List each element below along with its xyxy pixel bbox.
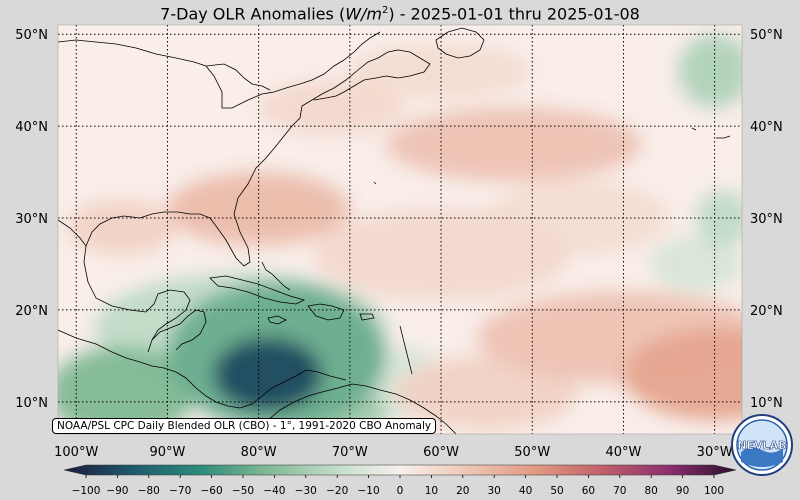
colorbar-tick-label: 80 — [645, 485, 658, 497]
bahamas — [261, 261, 291, 291]
latitude-labels-right: 50°N 40°N 30°N 20°N 10°N — [750, 28, 783, 411]
jamaica — [267, 315, 287, 325]
map-frame — [57, 24, 743, 435]
cuba — [209, 275, 306, 305]
colorbar-tick-label: −40 — [263, 485, 285, 497]
colorbar-tick-label: 90 — [676, 485, 689, 497]
south-america-coastline — [259, 383, 457, 434]
lon-label: 30°W — [697, 445, 733, 460]
lon-label: 50°W — [514, 445, 550, 460]
colorbar-tick-label: −20 — [326, 485, 348, 497]
hispaniola — [307, 303, 345, 321]
colorbar-tick-label: 30 — [488, 485, 501, 497]
anomaly-blob — [623, 328, 742, 421]
coastlines — [58, 27, 731, 434]
anomaly-blob — [678, 34, 742, 108]
lat-label: 50°N — [15, 28, 48, 43]
lon-label: 40°W — [605, 445, 641, 460]
data-source-label: NOAA/PSL CPC Daily Blended OLR (CBO) - 1… — [52, 418, 437, 434]
colorbar-tick-label: 70 — [613, 485, 626, 497]
anomaly-blob — [349, 43, 533, 99]
logo-text: NEVLAB — [737, 439, 786, 452]
lat-label: 10°N — [15, 396, 48, 411]
azores — [691, 127, 731, 139]
colorbar-ticks: −100 −90 −80 −70 −60 −50 −40 −30 −20 −10 0 10 20 30 40… — [72, 475, 724, 497]
anomaly-blob — [167, 172, 350, 246]
lat-label: 40°N — [15, 120, 48, 135]
lon-label: 60°W — [423, 445, 459, 460]
anomaly-blob — [650, 236, 742, 292]
colorbar-tick-label: 100 — [704, 485, 724, 497]
anomaly-blob — [313, 208, 569, 301]
newfoundland — [435, 27, 485, 59]
colorbar: −100 −90 −80 −70 −60 −50 −40 −30 −20 −10 0 10 20 30 40… — [63, 464, 737, 497]
lat-label: 50°N — [750, 28, 783, 43]
gridlines — [58, 25, 742, 434]
colorbar-tick-label: −80 — [138, 485, 160, 497]
lat-label: 20°N — [15, 304, 48, 319]
colorbar-tick-label: −100 — [72, 485, 101, 497]
lat-label: 20°N — [750, 304, 783, 319]
lat-label: 30°N — [15, 212, 48, 227]
colorbar-tick-label: −70 — [169, 485, 191, 497]
longitude-labels: 100°W 90°W 80°W 70°W 60°W 50°W 40°W 30°W — [54, 445, 733, 460]
anomaly-blob — [67, 199, 177, 255]
lat-label: 40°N — [750, 120, 783, 135]
colorbar-tick-label: −60 — [201, 485, 223, 497]
colorbar-tick-label: 10 — [425, 485, 438, 497]
anomaly-blob — [213, 337, 323, 412]
colorbar-tick-label: 20 — [456, 485, 469, 497]
colorbar-tick-label: 40 — [519, 485, 532, 497]
colorbar-tick-label: −10 — [358, 485, 380, 497]
colorbar-tick-label: −50 — [232, 485, 254, 497]
noaa-psl-logo-icon[interactable]: NEVLAB — [731, 414, 793, 476]
colorbar-tick-label: 60 — [582, 485, 595, 497]
bermuda — [373, 181, 377, 185]
anomaly-field — [58, 34, 742, 434]
canada-coast — [58, 31, 381, 109]
colorbar-tick-label: −90 — [106, 485, 128, 497]
puerto-rico — [359, 313, 375, 321]
colorbar-tick-label: 0 — [397, 485, 404, 497]
colorbar-tick-label: −30 — [295, 485, 317, 497]
anomaly-blob — [696, 190, 742, 246]
lat-label: 10°N — [750, 396, 783, 411]
great-lakes — [205, 63, 271, 91]
north-america-coastline — [58, 49, 431, 267]
colorbar-bar — [63, 464, 737, 476]
lon-label: 90°W — [149, 445, 185, 460]
lat-label: 30°N — [750, 212, 783, 227]
central-america-coastline — [58, 329, 347, 409]
gulf-coast — [83, 245, 191, 353]
anomaly-blob — [258, 80, 405, 136]
yucatan-coast — [151, 309, 207, 351]
lesser-antilles — [399, 325, 413, 375]
colorbar-tick-label: 50 — [550, 485, 563, 497]
lon-label: 70°W — [332, 445, 368, 460]
anomaly-blob — [58, 346, 195, 434]
anomaly-blob — [386, 107, 642, 182]
lon-label: 100°W — [54, 445, 98, 460]
lon-label: 80°W — [241, 445, 277, 460]
map-title: 7-Day OLR Anomalies (W/m2) - 2025-01-01 … — [160, 4, 640, 24]
latitude-labels-left: 50°N 40°N 30°N 20°N 10°N — [15, 28, 48, 411]
